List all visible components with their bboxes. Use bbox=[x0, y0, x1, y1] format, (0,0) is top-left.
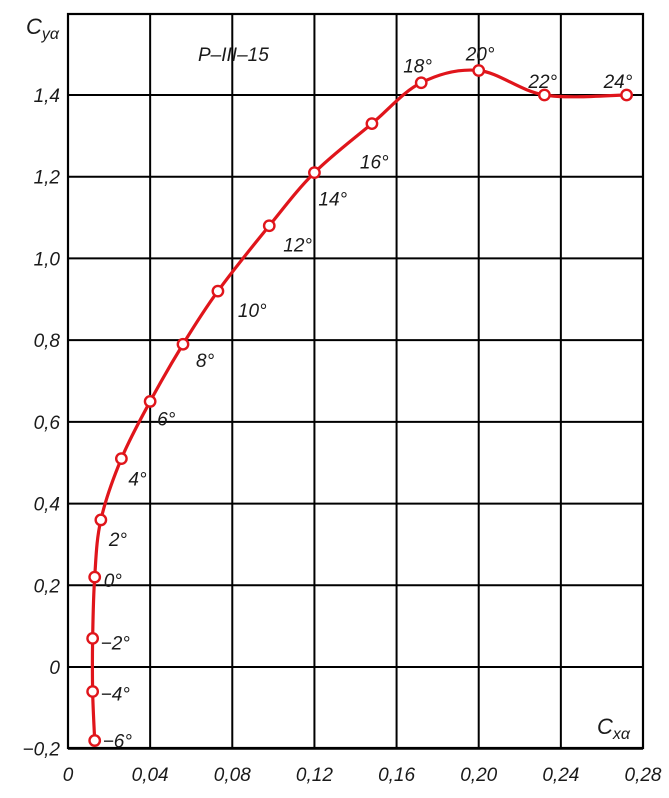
data-point bbox=[88, 734, 102, 747]
x-axis-title: Cxα bbox=[597, 714, 631, 743]
data-point bbox=[94, 513, 108, 527]
data-point bbox=[143, 395, 157, 408]
y-axis-title: Cyα bbox=[26, 14, 60, 43]
angle-label: 14° bbox=[318, 190, 347, 211]
x-tick-label: 0,28 bbox=[625, 765, 662, 786]
data-point bbox=[472, 64, 486, 77]
data-point bbox=[176, 337, 190, 351]
data-point bbox=[365, 117, 379, 131]
angle-label: 6° bbox=[157, 409, 176, 430]
x-tick-label: 0,20 bbox=[460, 765, 497, 786]
plot-frame bbox=[66, 12, 645, 750]
angle-label: 22° bbox=[527, 72, 557, 93]
angle-label: 4° bbox=[128, 470, 147, 491]
angle-label: 8° bbox=[196, 351, 215, 372]
angle-label: 12° bbox=[283, 236, 312, 257]
data-point bbox=[620, 88, 633, 102]
y-tick-label: 0,8 bbox=[34, 331, 61, 352]
data-point bbox=[262, 219, 276, 233]
y-tick-label: 0,6 bbox=[34, 413, 61, 434]
data-point bbox=[538, 88, 551, 102]
y-tick-label: 0,4 bbox=[34, 495, 60, 516]
y-tick-label: 0 bbox=[49, 658, 60, 679]
data-point bbox=[86, 632, 100, 645]
x-tick-label: 0,12 bbox=[296, 765, 333, 786]
angle-label: 0° bbox=[104, 571, 123, 592]
data-point bbox=[88, 570, 102, 584]
angle-label: 20° bbox=[465, 44, 495, 65]
angle-label: 2° bbox=[108, 530, 128, 551]
angle-label: 16° bbox=[360, 153, 389, 174]
y-tick-label: 1,0 bbox=[34, 249, 61, 270]
y-tick-label: −0,2 bbox=[22, 740, 60, 761]
angle-labels: −6° −4° −2° 0° 2° 4° 6° 8° 10° 12° 14° 16° 18° 20° 22°… bbox=[101, 44, 633, 752]
data-point bbox=[86, 685, 100, 698]
data-point bbox=[414, 76, 428, 90]
x-tick-label: 0,04 bbox=[132, 765, 169, 786]
chart-title: P–III–15 bbox=[198, 45, 269, 66]
y-tick-label: 0,2 bbox=[34, 576, 61, 597]
angle-label: −6° bbox=[103, 732, 133, 753]
angle-label: −2° bbox=[101, 633, 131, 654]
x-tick-label: 0,16 bbox=[378, 765, 415, 786]
x-tick-label: 0,08 bbox=[214, 765, 251, 786]
y-tick-labels: −0,2 0 0,2 0,4 0,6 0,8 1,0 1,2 1,4 bbox=[22, 86, 60, 761]
angle-label: −4° bbox=[101, 685, 131, 706]
angle-label: 10° bbox=[238, 301, 267, 322]
x-tick-label: 0 bbox=[63, 765, 74, 786]
data-points bbox=[86, 64, 633, 747]
angle-label: 18° bbox=[403, 57, 432, 78]
polar-curve bbox=[90, 68, 627, 741]
data-point bbox=[211, 284, 225, 298]
angle-label: 24° bbox=[603, 72, 633, 93]
y-tick-label: 1,4 bbox=[34, 86, 60, 107]
x-tick-label: 0,24 bbox=[542, 765, 579, 786]
x-tick-labels: 0 0,04 0,08 0,12 0,16 0,20 0,24 0,28 bbox=[63, 765, 662, 786]
data-point bbox=[114, 452, 128, 466]
y-tick-label: 1,2 bbox=[34, 168, 61, 189]
grid bbox=[66, 12, 645, 750]
data-point bbox=[308, 166, 321, 180]
